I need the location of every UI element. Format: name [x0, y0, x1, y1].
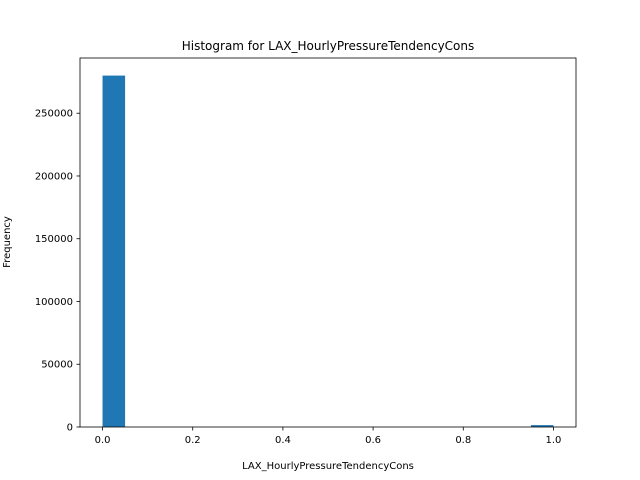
y-axis: 0 50000 100000 150000 200000 250000 — [35, 109, 80, 434]
x-axis-label: LAX_HourlyPressureTendencyCons — [242, 461, 414, 472]
y-tick-label: 100000 — [35, 297, 73, 308]
x-tick-label: 0.8 — [455, 435, 471, 446]
plot-area — [102, 75, 554, 428]
x-tick-label: 0.4 — [275, 435, 291, 446]
y-tick-label: 150000 — [35, 234, 73, 245]
x-tick-label: 0.0 — [95, 435, 111, 446]
y-tick-label: 250000 — [35, 109, 73, 120]
axes-frame — [79, 57, 577, 428]
histogram-bar-0 — [102, 75, 126, 428]
y-tick-label: 50000 — [41, 360, 73, 371]
histogram-bar-1 — [530, 425, 554, 427]
y-tick-label: 0 — [67, 423, 73, 434]
y-tick-label: 200000 — [35, 171, 73, 182]
x-axis: 0.0 0.2 0.4 0.6 0.8 1.0 — [95, 427, 562, 446]
x-tick-label: 0.2 — [185, 435, 201, 446]
x-tick-label: 1.0 — [546, 435, 562, 446]
chart-title: Histogram for LAX_HourlyPressureTendency… — [182, 39, 475, 53]
y-axis-label: Frequency — [2, 216, 13, 268]
x-tick-label: 0.6 — [365, 435, 381, 446]
